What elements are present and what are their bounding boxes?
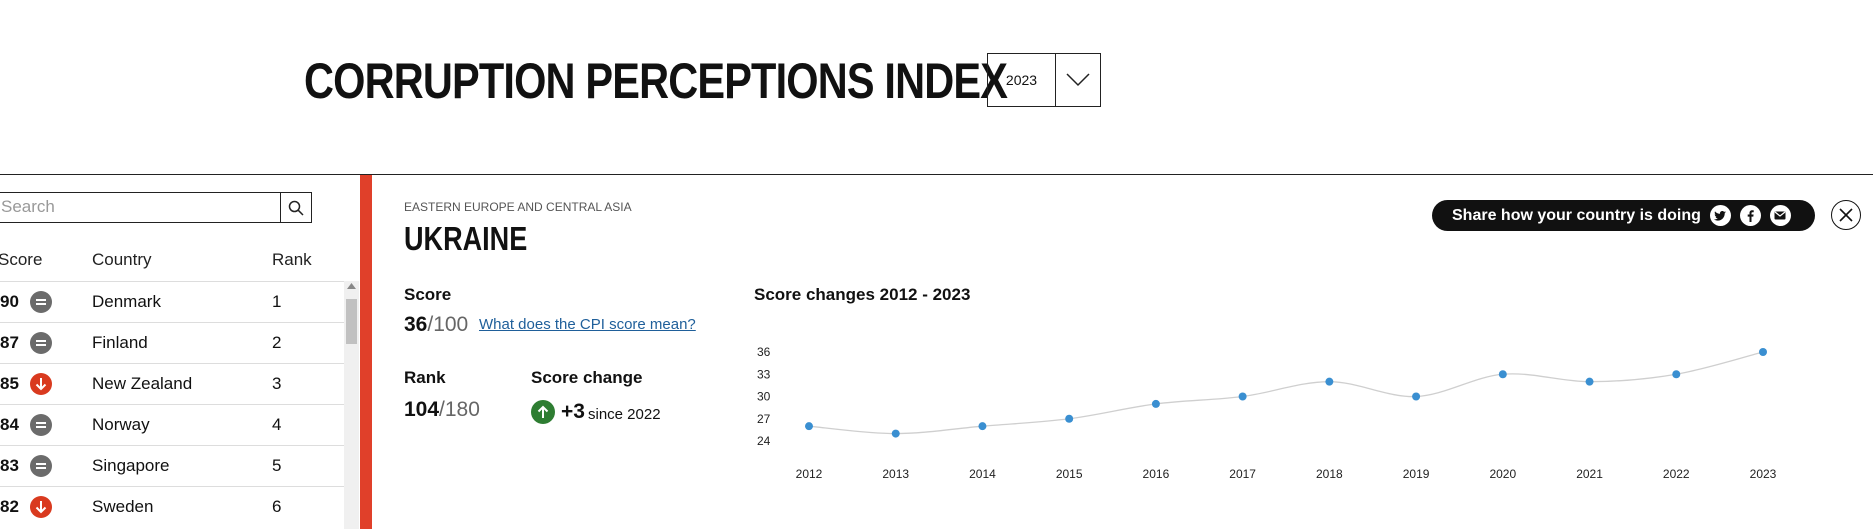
equal-icon (30, 414, 52, 436)
score-change-label: Score change (531, 368, 643, 387)
arrow-down-icon (30, 496, 52, 518)
table-row[interactable]: 82 Sweden 6 (0, 486, 344, 527)
twitter-icon[interactable] (1709, 205, 1731, 226)
data-point[interactable] (1498, 370, 1507, 379)
share-bar[interactable]: Share how your country is doing (1432, 200, 1815, 231)
table-row[interactable]: 83 Singapore 5 (0, 445, 344, 486)
search-input[interactable]: Search (0, 192, 281, 223)
data-point[interactable] (1065, 414, 1074, 423)
close-button[interactable] (1831, 200, 1861, 230)
row-country: Denmark (92, 292, 161, 311)
row-score: 83 (0, 456, 19, 475)
x-tick-label: 2019 (1403, 467, 1430, 481)
score-change-value: +3 (561, 400, 585, 423)
x-tick-label: 2013 (882, 467, 909, 481)
row-score: 82 (0, 497, 19, 516)
score-change-since: since 2022 (588, 406, 661, 423)
row-score: 84 (0, 415, 19, 434)
facebook-icon[interactable] (1739, 205, 1761, 226)
row-rank: 6 (272, 497, 282, 516)
page-title: CORRUPTION PERCEPTIONS INDEX (304, 53, 1008, 109)
header-divider (0, 174, 1873, 175)
scroll-up-arrow[interactable] (344, 283, 359, 295)
score-history-chart: 24 27 30 33 36 2012 2013 2014 2015 2016 2017 2018 20… (757, 345, 1777, 481)
score-value: 36/100 (404, 313, 469, 336)
row-rank: 5 (272, 456, 282, 475)
email-icon[interactable] (1769, 205, 1791, 226)
x-tick-label: 2023 (1750, 467, 1777, 481)
data-point[interactable] (1151, 399, 1160, 408)
table-row[interactable]: 84 Norway 4 (0, 404, 344, 445)
y-tick-label: 24 (757, 434, 771, 448)
data-point[interactable] (1672, 370, 1681, 379)
chart-title: Score changes 2012 - 2023 (754, 285, 971, 304)
close-icon (1839, 208, 1853, 222)
share-label: Share how your country is doing (1452, 206, 1701, 224)
rank-value: 104/180 (404, 398, 480, 421)
column-header-score[interactable]: Score (0, 250, 43, 269)
row-rank: 3 (272, 374, 282, 393)
rank-label: Rank (404, 368, 446, 387)
row-score: 85 (0, 374, 19, 393)
data-point[interactable] (1238, 392, 1247, 401)
row-rank: 2 (272, 333, 282, 352)
data-point[interactable] (978, 422, 987, 431)
y-tick-label: 27 (757, 412, 771, 426)
row-country: Sweden (92, 497, 154, 516)
year-select-value: 2023 (988, 54, 1056, 106)
equal-icon (30, 332, 52, 354)
score-label: Score (404, 285, 452, 304)
x-tick-label: 2018 (1316, 467, 1343, 481)
equal-icon (30, 455, 52, 477)
region-label: EASTERN EUROPE AND CENTRAL ASIA (404, 200, 632, 214)
data-point[interactable] (1585, 377, 1594, 386)
scroll-thumb[interactable] (346, 299, 357, 344)
y-tick-label: 36 (757, 345, 771, 359)
data-point[interactable] (805, 422, 813, 431)
year-select[interactable]: 2023 (987, 53, 1101, 107)
x-tick-label: 2021 (1576, 467, 1603, 481)
data-point[interactable] (1759, 348, 1767, 356)
chevron-down-icon[interactable] (1056, 54, 1100, 106)
x-tick-label: 2020 (1489, 467, 1516, 481)
column-header-country[interactable]: Country (92, 250, 152, 269)
row-country: New Zealand (92, 374, 193, 393)
search-button[interactable] (280, 192, 312, 223)
row-score: 90 (0, 292, 19, 311)
x-tick-label: 2015 (1056, 467, 1083, 481)
row-country: Finland (92, 333, 148, 352)
row-country: Singapore (92, 456, 170, 475)
data-point[interactable] (1325, 377, 1334, 386)
data-point[interactable] (1412, 392, 1421, 401)
arrow-down-icon (30, 373, 52, 395)
arrow-up-icon (531, 400, 555, 424)
equal-icon (30, 291, 52, 313)
y-tick-label: 33 (757, 367, 771, 381)
table-row[interactable]: 87 Finland 2 (0, 322, 344, 363)
column-header-rank[interactable]: Rank (272, 250, 312, 269)
accent-bar (360, 175, 372, 529)
data-point[interactable] (891, 429, 900, 438)
y-tick-label: 30 (757, 390, 771, 404)
x-tick-label: 2022 (1663, 467, 1690, 481)
table-row[interactable]: 85 New Zealand 3 (0, 363, 344, 404)
search-icon (288, 200, 304, 216)
row-score: 87 (0, 333, 19, 352)
row-country: Norway (92, 415, 150, 434)
country-title: UKRAINE (404, 220, 528, 257)
series-line (808, 351, 1764, 435)
row-rank: 1 (272, 292, 282, 311)
x-tick-label: 2014 (969, 467, 996, 481)
x-tick-label: 2012 (796, 467, 823, 481)
list-scrollbar[interactable] (344, 281, 359, 529)
x-tick-label: 2017 (1229, 467, 1256, 481)
cpi-score-link[interactable]: What does the CPI score mean? (479, 316, 696, 333)
x-tick-label: 2016 (1143, 467, 1170, 481)
row-rank: 4 (272, 415, 282, 434)
table-row[interactable]: 90 Denmark 1 (0, 281, 344, 322)
